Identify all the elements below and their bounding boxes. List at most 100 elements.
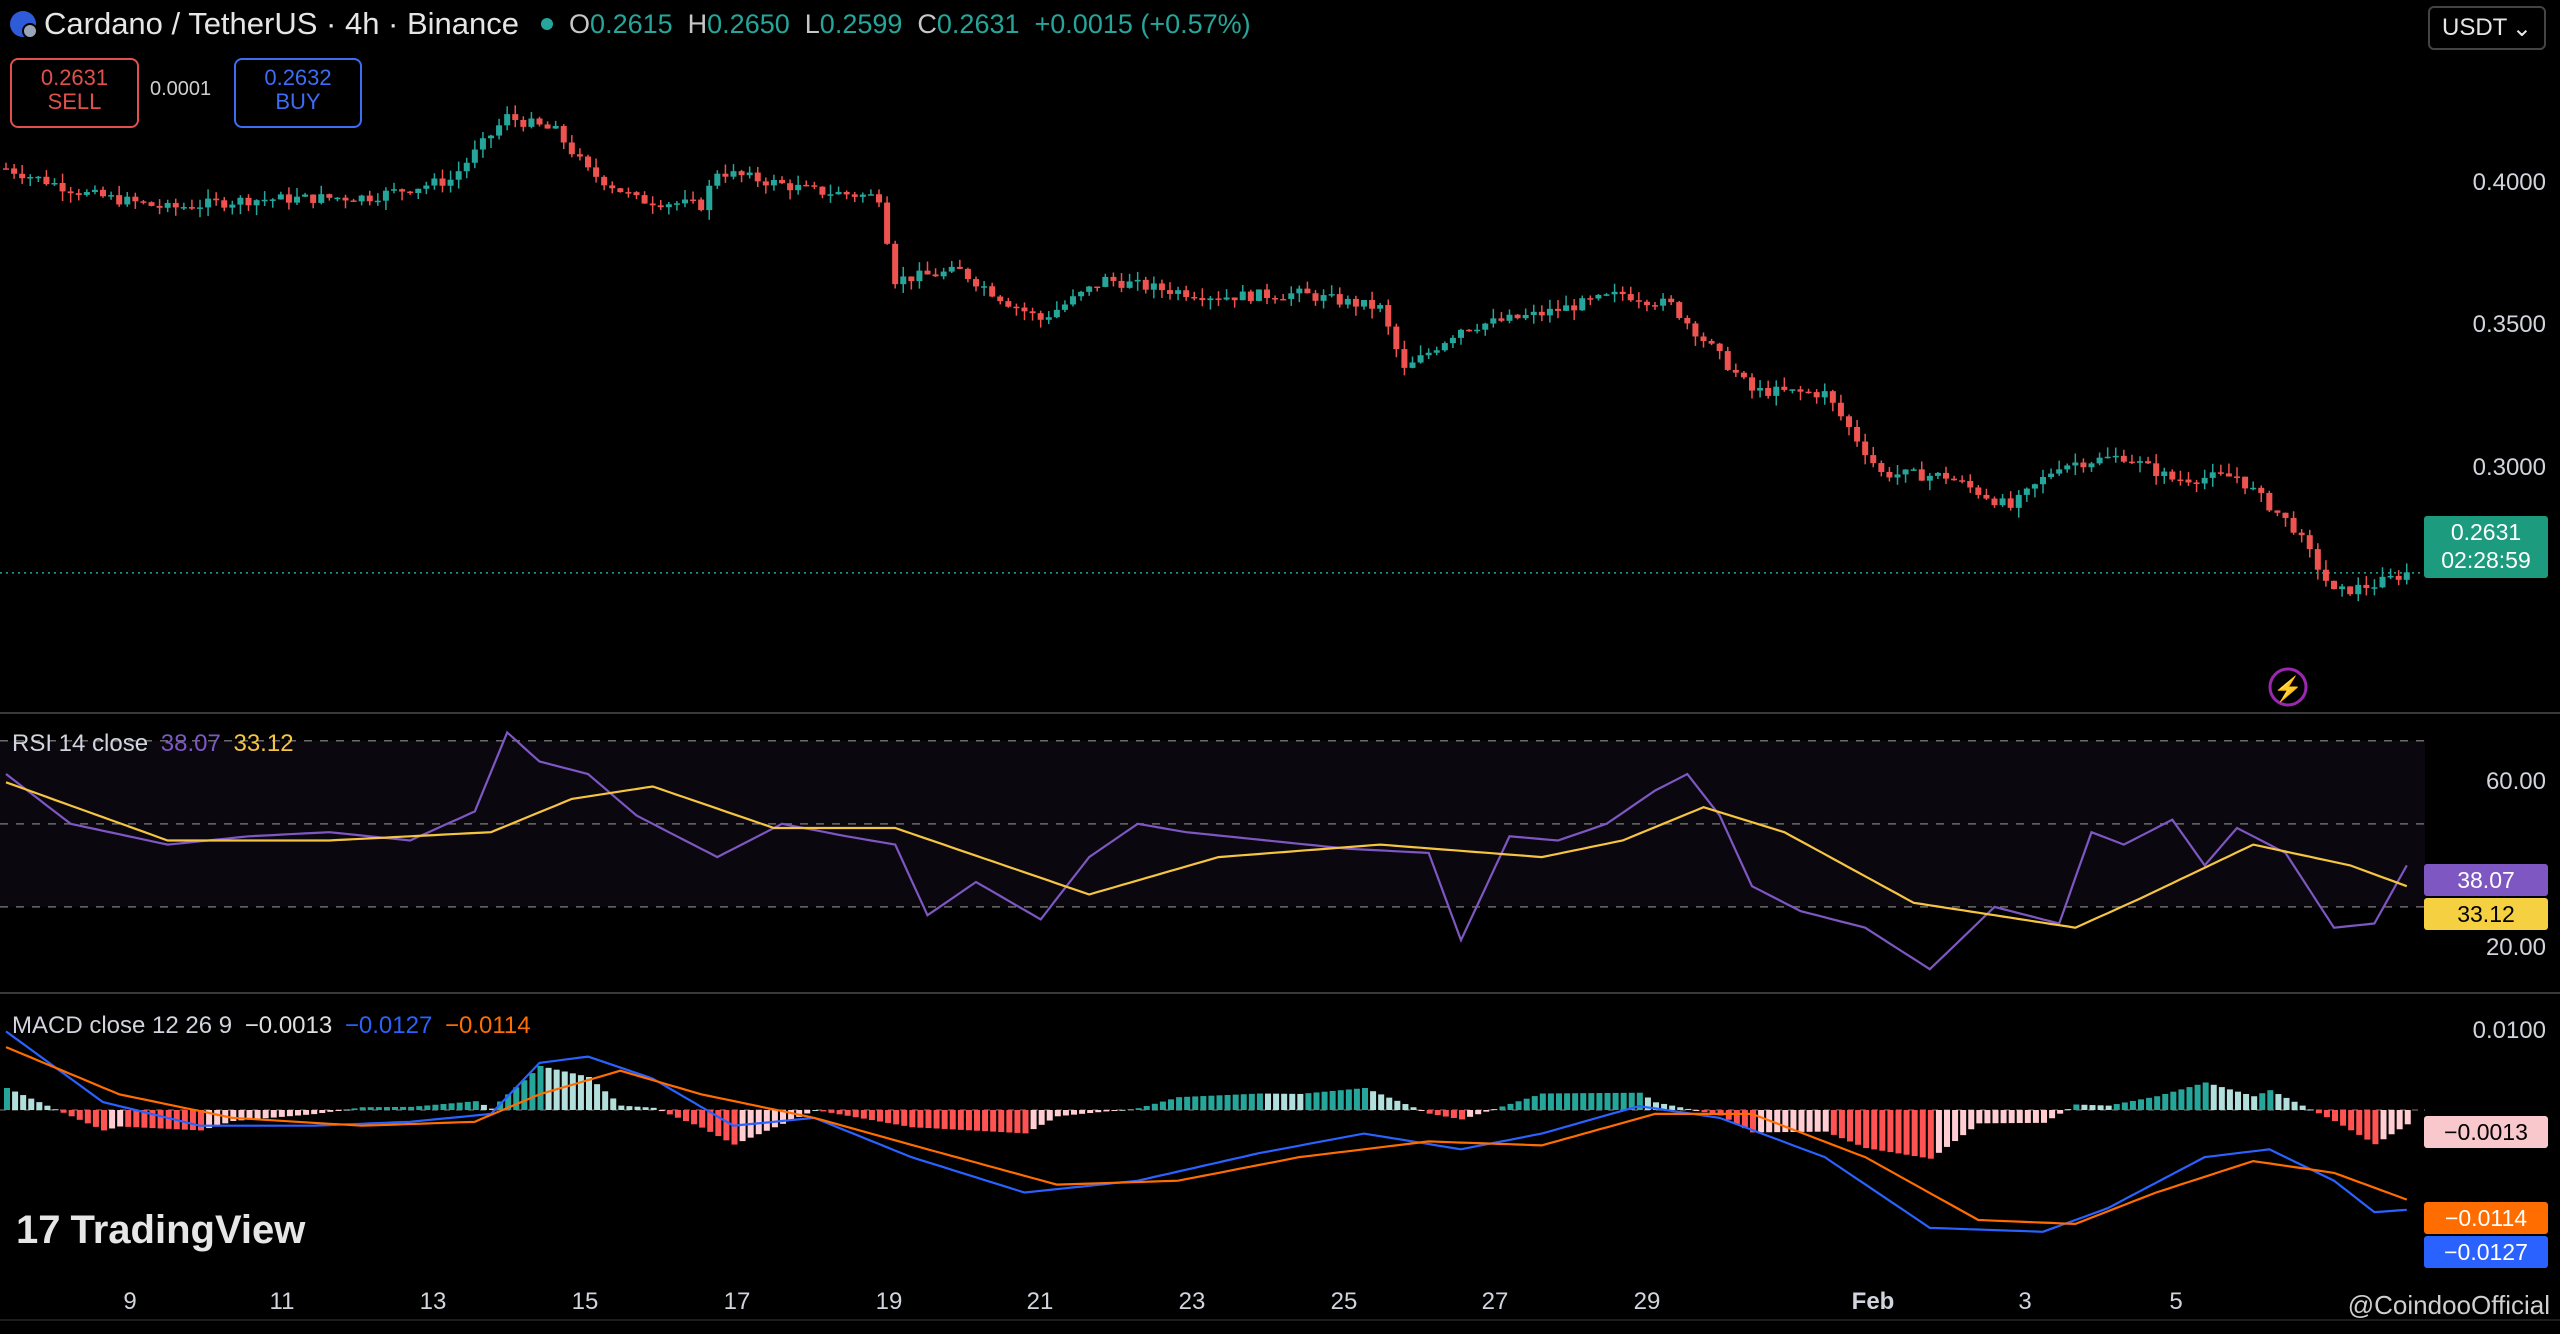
candle <box>67 191 74 194</box>
candle <box>1183 290 1190 297</box>
candle <box>1498 318 1505 321</box>
macd-hist-bar <box>1782 1110 1789 1133</box>
macd-hist-bar <box>1208 1095 1215 1110</box>
candle <box>1247 291 1254 301</box>
macd-hist-bar <box>957 1110 964 1130</box>
candle <box>1393 326 1400 350</box>
macd-hist-bar <box>2372 1110 2379 1145</box>
candle <box>43 176 50 185</box>
macd-hist-bar <box>189 1110 196 1131</box>
macd-hist-bar <box>1612 1092 1619 1110</box>
candle <box>795 184 802 191</box>
candle <box>2258 487 2265 493</box>
candle <box>1563 305 1570 311</box>
candle <box>1126 281 1133 288</box>
watermark: @CoindooOfficial <box>2347 1290 2550 1320</box>
symbol-title[interactable]: Cardano / TetherUS · 4h · Binance <box>44 6 520 41</box>
candle <box>11 168 18 174</box>
macd-hist-bar <box>392 1106 398 1110</box>
candle <box>1296 288 1303 294</box>
candle <box>528 118 535 127</box>
macd-hist-bar <box>238 1110 245 1121</box>
candle <box>2331 580 2337 590</box>
macd-hist-bar <box>1491 1109 1498 1111</box>
candle <box>900 276 907 285</box>
macd-hist-bar <box>2356 1110 2363 1135</box>
macd-hist-bar <box>925 1110 932 1129</box>
macd-hist-bar <box>2186 1087 2193 1110</box>
candle <box>1749 377 1755 391</box>
macd-hist-bar <box>594 1084 601 1110</box>
candle <box>1918 469 1925 481</box>
candle <box>1078 291 1085 297</box>
candle <box>1474 329 1481 332</box>
candle <box>2403 572 2410 580</box>
macd-hist-bar <box>327 1110 334 1112</box>
macd-hist-bar <box>1337 1090 1344 1110</box>
candle <box>568 142 575 155</box>
macd-hist-bar <box>1119 1109 1126 1111</box>
rsi-legend[interactable]: RSI 14 close 38.07 33.12 <box>12 730 294 758</box>
macd-hist-bar <box>84 1110 91 1124</box>
candle <box>124 196 131 205</box>
candle <box>1740 372 1747 378</box>
candle <box>1086 286 1093 292</box>
macd-hist-bar <box>965 1110 972 1131</box>
macd-hist-bar <box>804 1110 811 1114</box>
macd-hist-bar <box>1952 1110 1959 1142</box>
currency-select[interactable]: USDT ⌄ <box>2428 6 2546 50</box>
macd-hist-bar <box>480 1104 487 1110</box>
rsi-band-fill <box>0 740 2425 907</box>
macd-hist-bar <box>2348 1110 2355 1131</box>
macd-hist-bar <box>335 1110 342 1111</box>
candle <box>1150 283 1157 290</box>
macd-hist-bar <box>1620 1092 1627 1110</box>
rsi-ma-tag: 33.12 <box>2424 898 2548 930</box>
candle <box>2274 510 2281 513</box>
macd-legend[interactable]: MACD close 12 26 9 −0.0013 −0.0127 −0.01… <box>12 1012 531 1040</box>
sell-button[interactable]: 0.2631 SELL <box>10 58 139 128</box>
candle <box>2177 479 2184 482</box>
candle <box>1975 487 1982 495</box>
lightning-icon[interactable] <box>2268 667 2308 707</box>
macd-hist-bar <box>52 1109 59 1111</box>
macd-hist-bar <box>2089 1105 2096 1110</box>
macd-hist-bar <box>1992 1110 1999 1124</box>
time-tick-label: 25 <box>1330 1288 1358 1315</box>
macd-hist-bar <box>860 1110 867 1119</box>
buy-button[interactable]: 0.2632 BUY <box>234 58 362 128</box>
candle <box>1458 329 1464 338</box>
macd-hist-bar <box>2113 1104 2120 1110</box>
macd-hist-bar <box>2235 1091 2241 1110</box>
candle <box>100 189 106 197</box>
macd-hist-bar <box>472 1101 479 1110</box>
candle <box>399 189 406 192</box>
currency-value: USDT <box>2442 14 2508 41</box>
macd-hist-bar <box>181 1110 188 1130</box>
rsi-value: 38.07 <box>160 730 221 757</box>
candle <box>1061 304 1068 310</box>
macd-hist-bar <box>2323 1110 2330 1118</box>
macd-hist-bar <box>1814 1110 1821 1132</box>
candle <box>1854 426 1861 442</box>
macd-hist-bar <box>788 1110 795 1121</box>
macd-hist-bar <box>1184 1096 1191 1110</box>
candle <box>1829 391 1836 403</box>
candle <box>1239 291 1246 301</box>
candle <box>884 202 891 244</box>
macd-hist-bar <box>1661 1103 1668 1110</box>
macd-hist-bar <box>1887 1110 1894 1153</box>
candle <box>1797 389 1804 392</box>
candle <box>835 191 842 195</box>
candle <box>1110 276 1117 281</box>
candle <box>908 276 915 282</box>
candle <box>625 192 632 194</box>
market-status-icon <box>541 18 554 30</box>
macd-hist-bar <box>982 1110 989 1132</box>
macd-hist-bar <box>1709 1110 1716 1114</box>
macd-hist-bar <box>1475 1110 1482 1115</box>
candle <box>2048 473 2055 478</box>
candle <box>2290 517 2297 533</box>
candle <box>2209 472 2216 478</box>
